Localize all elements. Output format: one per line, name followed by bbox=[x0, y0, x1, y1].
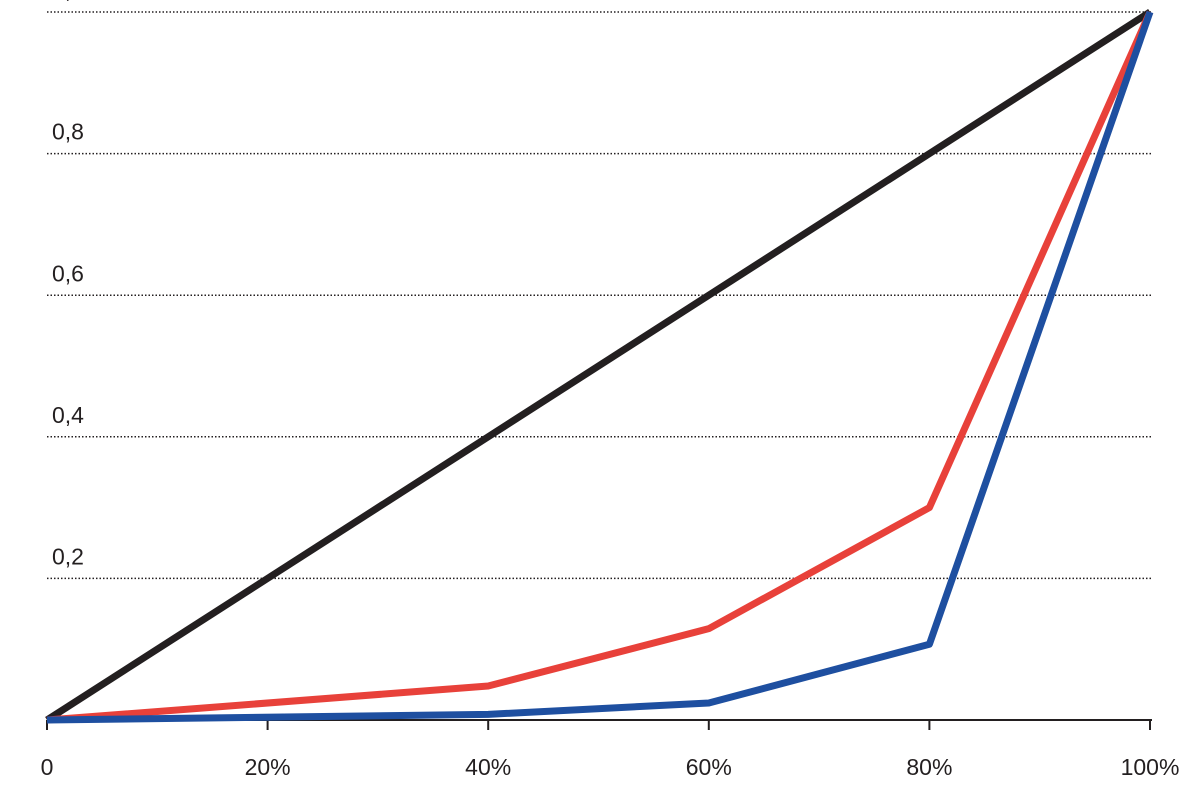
series-line bbox=[46, 10, 1154, 724]
series-line bbox=[45, 9, 1152, 723]
x-tick-label: 100% bbox=[1121, 754, 1180, 780]
x-tick-label: 80% bbox=[906, 754, 952, 780]
y-tick-label: 0,6 bbox=[52, 260, 84, 286]
y-tick-label: 0,8 bbox=[52, 119, 84, 145]
x-tick-label: 20% bbox=[245, 754, 291, 780]
y-tick-label: 0,2 bbox=[52, 543, 84, 569]
x-tick-label: 40% bbox=[465, 754, 511, 780]
x-tick-label: 0 bbox=[41, 754, 54, 780]
series-line bbox=[46, 10, 1154, 724]
y-tick-label: 1,0 bbox=[52, 0, 84, 3]
x-tick-label: 60% bbox=[686, 754, 732, 780]
y-tick-label: 0,4 bbox=[52, 402, 84, 428]
